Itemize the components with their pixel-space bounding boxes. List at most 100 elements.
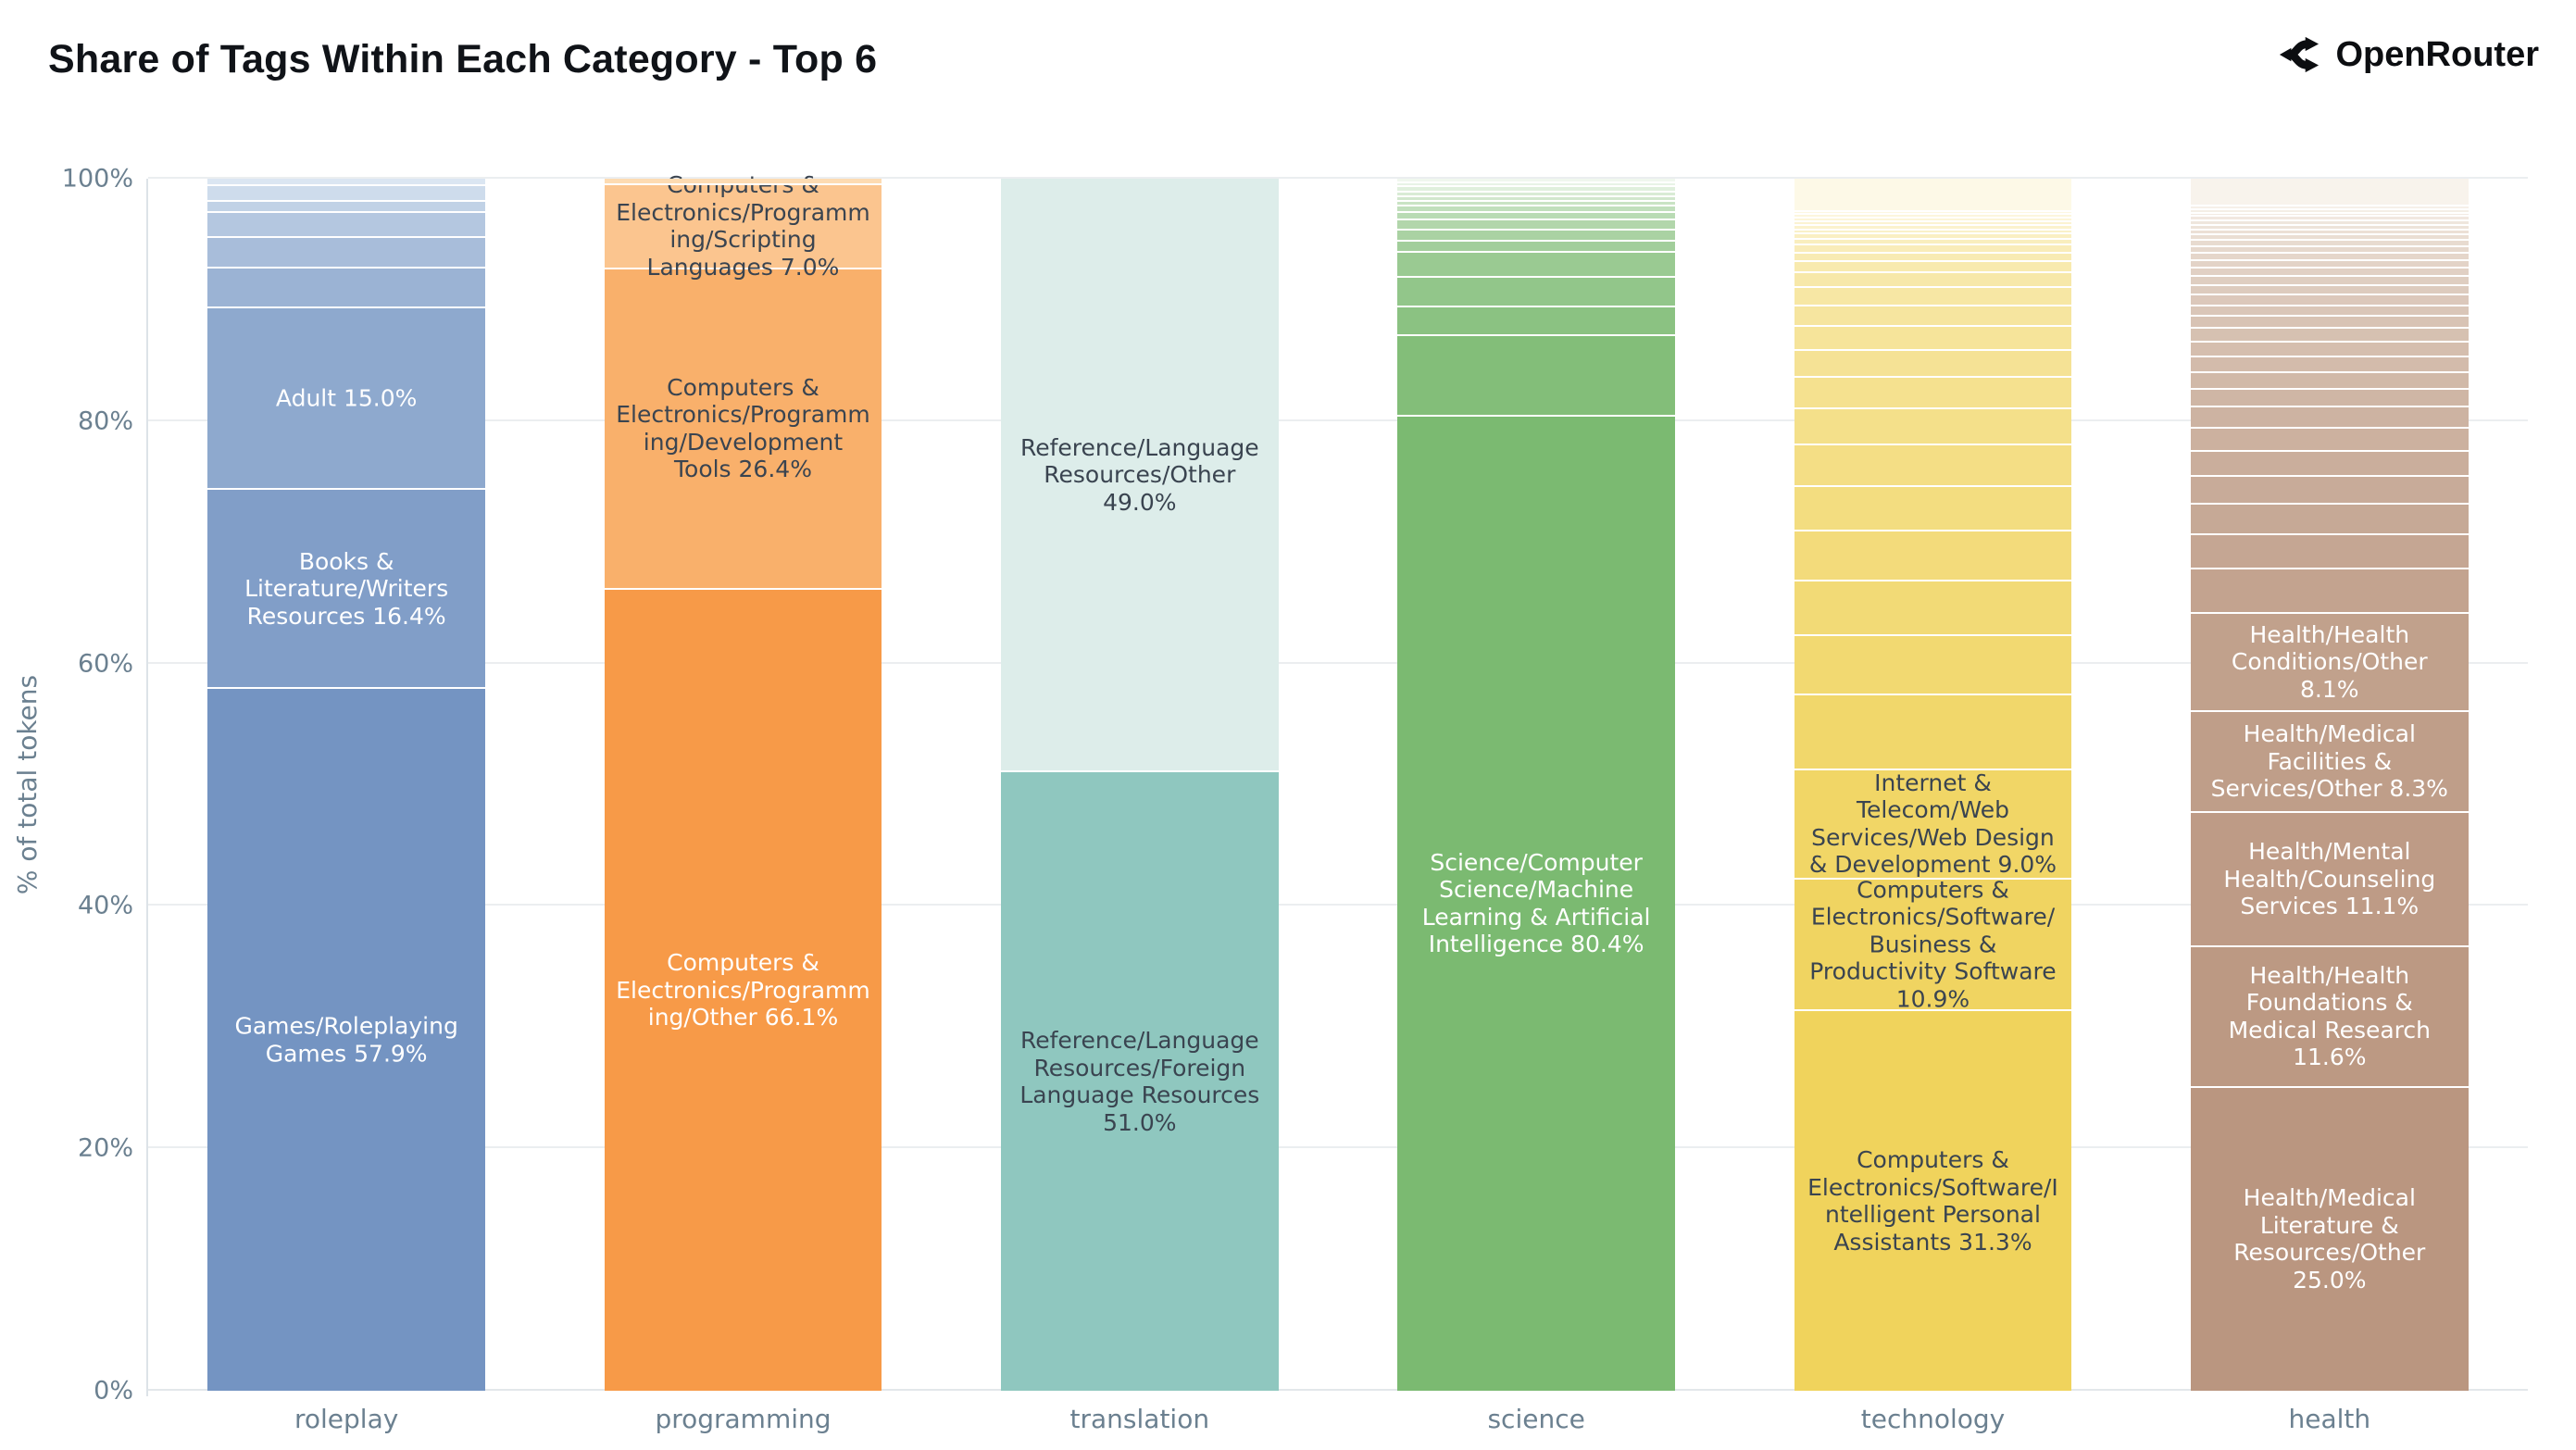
segment-technology-17[interactable] [1794, 254, 2072, 263]
segment-science-13[interactable] [1397, 187, 1676, 193]
segment-programming-2[interactable]: Computers & Electronics/Programming/Scri… [604, 171, 882, 281]
segment-roleplay-0[interactable]: Games/Roleplaying Games 57.9% [207, 689, 486, 1391]
segment-science-12[interactable] [1397, 192, 1676, 197]
segment-roleplay-7[interactable] [207, 185, 486, 202]
segment-health-34[interactable] [2190, 206, 2469, 210]
segment-health-17[interactable] [2190, 317, 2469, 330]
segment-science-11[interactable] [1397, 196, 1676, 202]
segment-science-14[interactable] [1397, 182, 1676, 188]
segment-health-13[interactable] [2190, 372, 2469, 390]
segment-technology-9[interactable] [1794, 408, 2072, 446]
segment-health-22[interactable] [2190, 269, 2469, 278]
segment-health-16[interactable] [2190, 329, 2469, 343]
segment-translation-1[interactable]: Reference/Language Resources/Other 49.0% [1000, 179, 1279, 773]
segment-programming-0[interactable]: Computers & Electronics/Programming/Othe… [604, 589, 882, 1391]
segment-science-7[interactable] [1397, 219, 1676, 231]
segment-health-5[interactable] [2190, 569, 2469, 614]
segment-technology-20[interactable] [1794, 234, 2072, 240]
segment-health-26[interactable] [2190, 240, 2469, 247]
segment-technology-0[interactable]: Computers & Electronics/Software/Intelli… [1794, 1011, 2072, 1391]
segment-health-7[interactable] [2190, 505, 2469, 535]
segment-health-31[interactable] [2190, 217, 2469, 222]
segment-science-5[interactable] [1397, 242, 1676, 253]
segment-science-9[interactable] [1397, 206, 1676, 213]
segment-health-2[interactable]: Health/Mental Health/Counseling Services… [2190, 812, 2469, 947]
segment-health-6[interactable] [2190, 534, 2469, 569]
segment-technology-21[interactable] [1794, 230, 2072, 235]
segment-health-9[interactable] [2190, 451, 2469, 478]
segment-label: Health/Health Foundations & Medical Rese… [2228, 961, 2431, 1071]
segment-translation-0[interactable]: Reference/Language Resources/Foreign Lan… [1000, 772, 1279, 1391]
segment-technology-10[interactable] [1794, 377, 2072, 409]
segment-health-27[interactable] [2190, 235, 2469, 241]
segment-health-25[interactable] [2190, 246, 2469, 254]
segment-health-0[interactable]: Health/Medical Literature & Resources/Ot… [2190, 1087, 2469, 1391]
segment-technology-25[interactable] [1794, 215, 2072, 219]
segment-health-1[interactable]: Health/Health Foundations & Medical Rese… [2190, 946, 2469, 1088]
segment-science-0[interactable]: Science/Computer Science/Machine Learnin… [1397, 416, 1676, 1391]
segment-technology-6[interactable] [1794, 531, 2072, 581]
segment-technology-16[interactable] [1794, 262, 2072, 274]
segment-science-3[interactable] [1397, 278, 1676, 307]
segment-health-28[interactable] [2190, 230, 2469, 236]
segment-health-20[interactable] [2190, 286, 2469, 296]
segment-health-23[interactable] [2190, 260, 2469, 269]
x-label-health: health [2288, 1404, 2371, 1434]
segment-science-15[interactable] [1397, 179, 1676, 183]
segment-roleplay-5[interactable] [207, 212, 486, 239]
segment-health-30[interactable] [2190, 221, 2469, 226]
segment-science-10[interactable] [1397, 201, 1676, 207]
segment-health-4[interactable]: Health/Health Conditions/Other 8.1% [2190, 613, 2469, 712]
segment-health-12[interactable] [2190, 389, 2469, 408]
segment-science-2[interactable] [1397, 306, 1676, 337]
segment-science-1[interactable] [1397, 336, 1676, 417]
segment-technology-4[interactable] [1794, 635, 2072, 695]
segment-technology-12[interactable] [1794, 326, 2072, 351]
segment-health-21[interactable] [2190, 277, 2469, 286]
segment-roleplay-2[interactable]: Adult 15.0% [207, 308, 486, 491]
segment-technology-22[interactable] [1794, 226, 2072, 231]
segment-health-32[interactable] [2190, 213, 2469, 218]
segment-health-14[interactable] [2190, 356, 2469, 373]
segment-technology-27[interactable] [1794, 179, 2072, 212]
segment-science-6[interactable] [1397, 231, 1676, 243]
segment-health-8[interactable] [2190, 477, 2469, 506]
segment-technology-13[interactable] [1794, 306, 2072, 327]
segment-roleplay-6[interactable] [207, 201, 486, 213]
segment-programming-3[interactable] [604, 179, 882, 185]
segment-health-19[interactable] [2190, 295, 2469, 306]
segment-technology-19[interactable] [1794, 239, 2072, 246]
segment-technology-11[interactable] [1794, 350, 2072, 378]
segment-health-15[interactable] [2190, 342, 2469, 357]
segment-technology-18[interactable] [1794, 245, 2072, 255]
segment-health-10[interactable] [2190, 428, 2469, 452]
segment-science-8[interactable] [1397, 212, 1676, 220]
segment-roleplay-8[interactable] [207, 179, 486, 186]
segment-roleplay-1[interactable]: Books & Literature/Writers Resources 16.… [207, 490, 486, 690]
segment-technology-3[interactable] [1794, 694, 2072, 770]
segment-technology-8[interactable] [1794, 445, 2072, 487]
segment-technology-26[interactable] [1794, 211, 2072, 216]
segment-roleplay-3[interactable] [207, 268, 486, 309]
segment-health-35[interactable] [2190, 179, 2469, 207]
segment-technology-24[interactable] [1794, 219, 2072, 223]
gridline-0 [148, 1389, 2528, 1391]
segment-technology-2[interactable]: Internet & Telecom/Web Services/Web Desi… [1794, 769, 2072, 880]
segment-programming-1[interactable]: Computers & Electronics/Programming/Deve… [604, 269, 882, 590]
segment-health-29[interactable] [2190, 225, 2469, 231]
segment-science-4[interactable] [1397, 252, 1676, 279]
segment-technology-5[interactable] [1794, 581, 2072, 636]
segment-label: Health/Medical Facilities & Services/Oth… [2210, 720, 2448, 803]
segment-health-33[interactable] [2190, 209, 2469, 214]
page-title: Share of Tags Within Each Category - Top… [48, 37, 878, 81]
segment-technology-14[interactable] [1794, 287, 2072, 306]
segment-technology-23[interactable] [1794, 222, 2072, 227]
segment-health-18[interactable] [2190, 306, 2469, 318]
segment-health-3[interactable]: Health/Medical Facilities & Services/Oth… [2190, 711, 2469, 813]
segment-technology-7[interactable] [1794, 486, 2072, 531]
segment-technology-1[interactable]: Computers & Electronics/Software/Busines… [1794, 876, 2072, 1012]
segment-health-11[interactable] [2190, 407, 2469, 429]
segment-health-24[interactable] [2190, 253, 2469, 261]
segment-technology-15[interactable] [1794, 273, 2072, 288]
segment-roleplay-4[interactable] [207, 238, 486, 269]
